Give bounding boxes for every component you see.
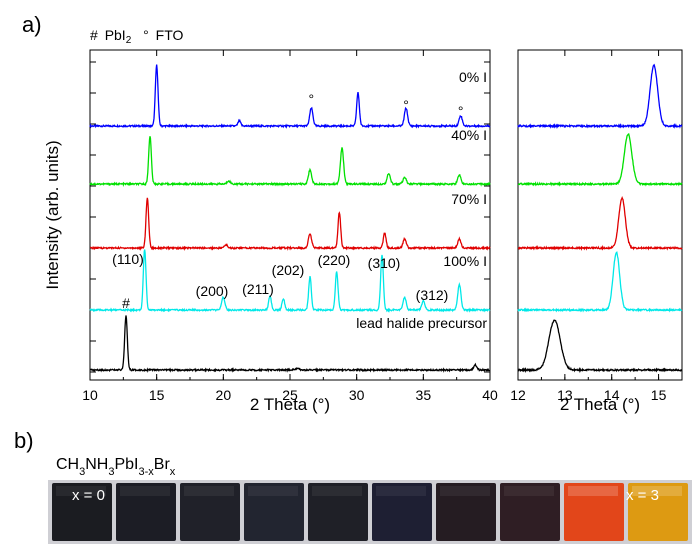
film-reflection bbox=[504, 486, 554, 496]
xrd-series-line bbox=[89, 315, 491, 373]
miller-index-label: (312) bbox=[416, 287, 449, 303]
miller-index-label: (211) bbox=[242, 281, 274, 297]
fto-peak-marker: ° bbox=[458, 103, 464, 119]
film-sample bbox=[500, 483, 560, 541]
x-axis-title-main: 2 Theta (°) bbox=[250, 395, 330, 414]
panel-label-b: b) bbox=[14, 428, 34, 453]
miller-index-label: (202) bbox=[272, 262, 305, 278]
panel-label-a: a) bbox=[22, 12, 42, 37]
fto-peak-marker: ° bbox=[309, 91, 315, 107]
film-reflection bbox=[184, 486, 234, 496]
x-tick-label: 30 bbox=[349, 387, 365, 403]
x-tick-label: 13 bbox=[557, 387, 573, 403]
x-tick-label: 12 bbox=[510, 387, 526, 403]
film-reflection bbox=[120, 486, 170, 496]
film-label-x0: x = 0 bbox=[72, 487, 105, 504]
film-sample bbox=[628, 483, 688, 541]
film-reflection bbox=[312, 486, 362, 496]
xrd-series-line bbox=[89, 197, 491, 252]
series-label: lead halide precursor bbox=[356, 315, 487, 331]
film-sample bbox=[116, 483, 176, 541]
film-sample bbox=[436, 483, 496, 541]
series-label: 0% I bbox=[459, 69, 487, 85]
xrd-series-line bbox=[517, 63, 683, 130]
film-sample bbox=[52, 483, 112, 541]
miller-index-label: (110) bbox=[112, 251, 144, 267]
chart-labels: 0% I 40% I 70% I 100% I lead halide precurso… bbox=[112, 69, 487, 331]
series-label: 100% I bbox=[443, 253, 487, 269]
film-sample bbox=[244, 483, 304, 541]
marker-legend: # PbI2 ° FTO bbox=[90, 27, 184, 46]
xrd-curves bbox=[89, 63, 683, 374]
film-reflection bbox=[376, 486, 426, 496]
film-reflection bbox=[248, 486, 298, 496]
fto-peak-marker: ° bbox=[403, 97, 409, 113]
film-reflection bbox=[440, 486, 490, 496]
film-sample bbox=[372, 483, 432, 541]
x-tick-label: 15 bbox=[651, 387, 667, 403]
xrd-series-line bbox=[517, 251, 683, 313]
x-tick-label: 25 bbox=[282, 387, 298, 403]
series-label: 40% I bbox=[451, 127, 487, 143]
films-photo bbox=[52, 483, 688, 541]
xrd-series-line bbox=[89, 64, 491, 129]
x-tick-label: 15 bbox=[149, 387, 165, 403]
film-reflection bbox=[632, 486, 682, 496]
x-axis-title-zoom: 2 Theta (°) bbox=[560, 395, 640, 414]
x-tick-label: 40 bbox=[482, 387, 498, 403]
zoom-plot-frame bbox=[517, 49, 683, 381]
xrd-series-line bbox=[89, 249, 491, 313]
axis-ticks: 10 15 20 25 30 35 40 12 13 14 15 bbox=[82, 50, 683, 403]
chemical-formula: CH3NH3PbI3-xBrx bbox=[56, 456, 176, 478]
miller-index-label: (310) bbox=[368, 255, 401, 271]
x-tick-label: 10 bbox=[82, 387, 98, 403]
miller-index-label: (220) bbox=[318, 252, 351, 268]
film-label-x3: x = 3 bbox=[626, 487, 659, 504]
film-sample bbox=[564, 483, 624, 541]
y-axis-title: Intensity (arb. units) bbox=[43, 140, 62, 289]
x-tick-label: 20 bbox=[216, 387, 232, 403]
xrd-series-line bbox=[517, 133, 683, 187]
x-tick-label: 35 bbox=[416, 387, 432, 403]
film-sample bbox=[180, 483, 240, 541]
xrd-series-line bbox=[517, 319, 683, 374]
miller-index-label: (200) bbox=[196, 283, 229, 299]
film-reflection bbox=[56, 486, 106, 496]
film-reflection bbox=[568, 486, 618, 496]
pbi2-peak-marker: # bbox=[122, 295, 130, 311]
series-label: 70% I bbox=[451, 191, 487, 207]
film-sample bbox=[308, 483, 368, 541]
xrd-series-line bbox=[517, 196, 683, 252]
xrd-series-line bbox=[89, 136, 491, 187]
x-tick-label: 14 bbox=[604, 387, 620, 403]
